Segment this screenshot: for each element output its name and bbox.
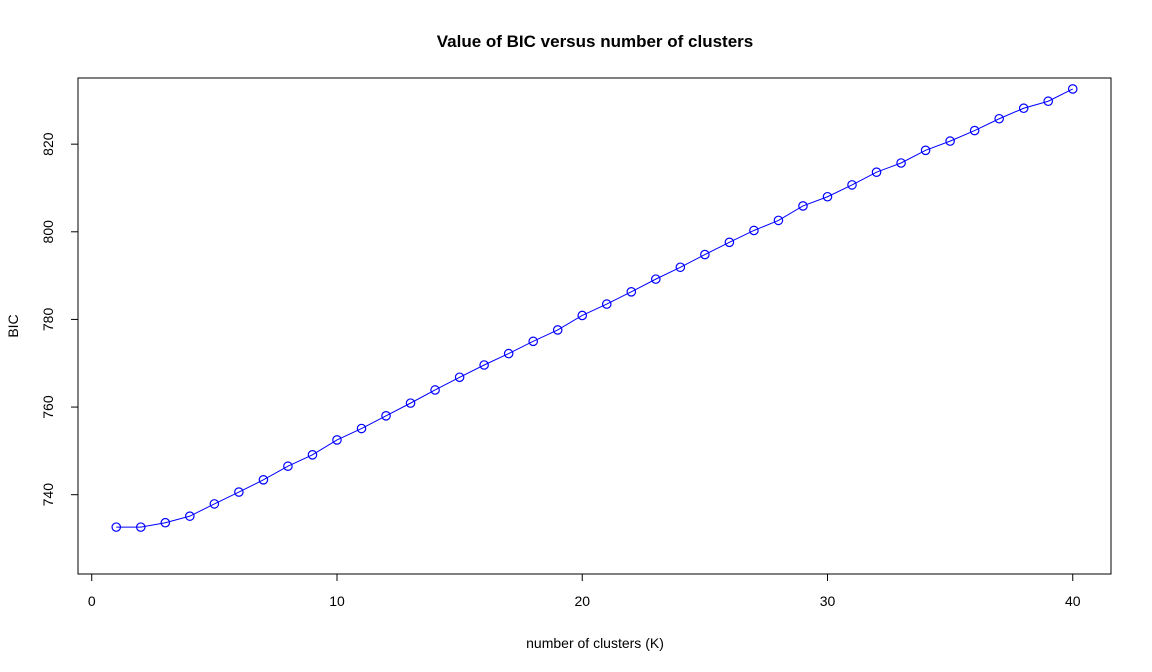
y-axis-label: BIC bbox=[5, 314, 21, 337]
data-point bbox=[577, 310, 588, 321]
data-point bbox=[111, 522, 122, 532]
data-point bbox=[552, 325, 563, 335]
data-point bbox=[356, 423, 367, 434]
data-point bbox=[871, 167, 882, 178]
x-tick-label: 30 bbox=[820, 593, 836, 609]
data-point bbox=[135, 522, 146, 532]
data-point bbox=[283, 461, 293, 472]
y-tick-label: 820 bbox=[40, 132, 56, 156]
data-point bbox=[479, 360, 489, 370]
x-tick-label: 20 bbox=[574, 593, 590, 609]
data-point bbox=[258, 474, 269, 485]
data-point bbox=[430, 385, 440, 395]
data-point bbox=[160, 517, 171, 528]
data-point bbox=[454, 372, 465, 383]
data-point bbox=[700, 249, 710, 260]
data-point bbox=[381, 411, 391, 421]
data-point bbox=[773, 215, 784, 226]
data-point bbox=[724, 237, 735, 248]
chart-title: Value of BIC versus number of clusters bbox=[437, 32, 753, 51]
y-tick-label: 780 bbox=[40, 308, 56, 332]
y-tick-label: 740 bbox=[40, 483, 56, 507]
data-point bbox=[626, 287, 637, 297]
x-tick-label: 0 bbox=[88, 593, 96, 609]
data-point bbox=[675, 262, 686, 273]
data-point bbox=[994, 113, 1004, 124]
bic-series bbox=[111, 84, 1078, 532]
data-point bbox=[822, 191, 833, 202]
data-point bbox=[847, 180, 857, 190]
y-tick-label: 760 bbox=[40, 395, 56, 419]
data-point bbox=[1018, 103, 1029, 114]
x-tick-label: 10 bbox=[329, 593, 345, 609]
data-point bbox=[332, 435, 342, 445]
data-point bbox=[651, 274, 661, 284]
data-point bbox=[503, 348, 514, 359]
data-point bbox=[528, 336, 538, 347]
x-axis: 0 10 20 30 40 bbox=[88, 573, 1081, 609]
data-point bbox=[209, 499, 220, 509]
data-point bbox=[405, 398, 416, 408]
plot-frame bbox=[77, 77, 1112, 575]
data-point bbox=[945, 136, 955, 146]
data-point bbox=[920, 145, 931, 156]
data-point bbox=[234, 487, 244, 497]
x-tick-label: 40 bbox=[1065, 593, 1081, 609]
data-point bbox=[749, 225, 759, 236]
data-point bbox=[1067, 84, 1078, 94]
x-axis-label: number of clusters (K) bbox=[526, 635, 664, 651]
data-point bbox=[601, 299, 612, 309]
data-point bbox=[896, 158, 906, 168]
y-axis: 740 760 780 800 820 bbox=[40, 132, 79, 507]
data-point bbox=[307, 450, 318, 460]
series-line bbox=[116, 88, 1073, 528]
y-tick-label: 800 bbox=[40, 220, 56, 244]
data-point bbox=[1043, 96, 1054, 107]
data-point bbox=[185, 511, 195, 521]
data-point bbox=[969, 125, 980, 136]
data-point bbox=[798, 201, 808, 211]
